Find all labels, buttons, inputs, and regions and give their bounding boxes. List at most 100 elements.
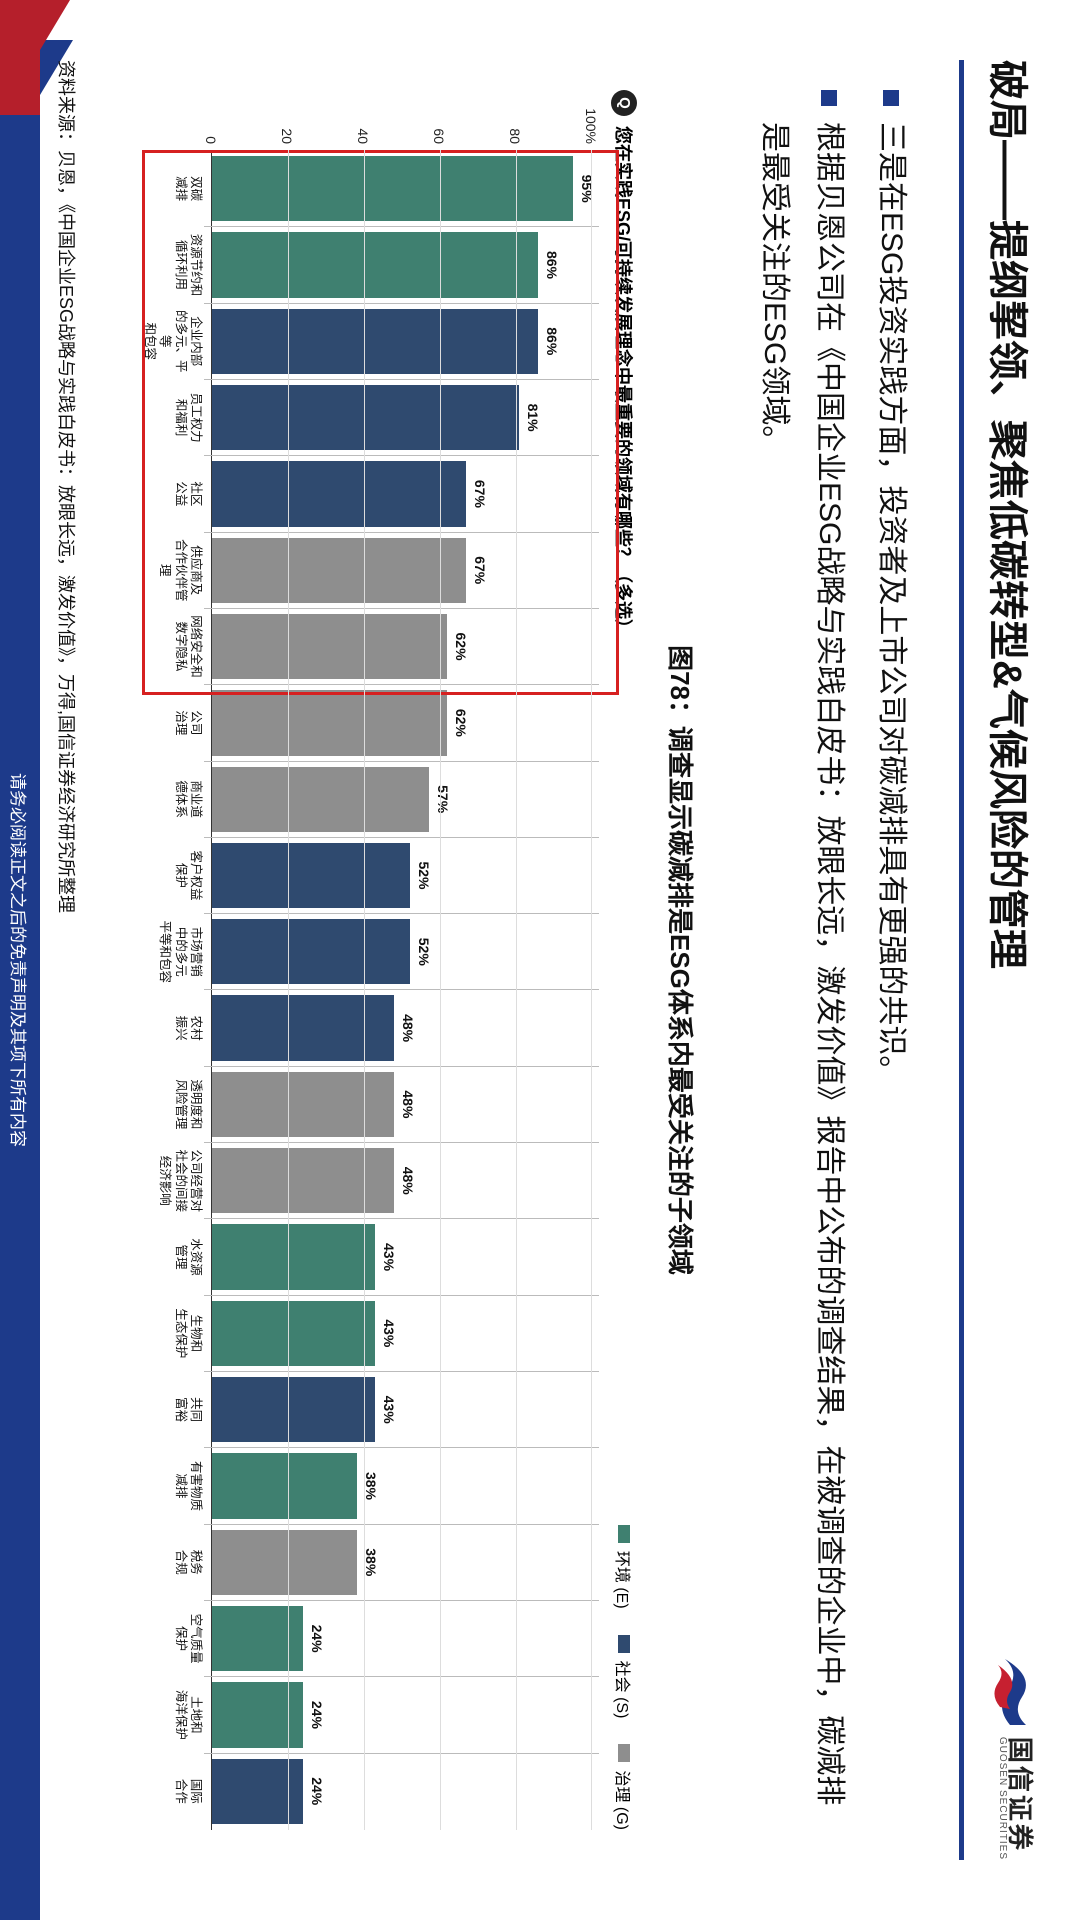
x-label: 生物和生态保护 [141,1301,204,1366]
bar-column: 62% [213,614,592,679]
y-tick: 40 [356,128,372,144]
x-label: 市场营销中的多元平等和包容 [141,919,204,984]
bar-value-label: 67% [472,556,488,584]
bar-separator [205,1371,600,1372]
bar [213,614,448,679]
bar-separator [205,1676,600,1677]
bar-value-label: 86% [544,251,560,279]
legend-swatch [619,1744,631,1762]
bar-column: 24% [213,1759,592,1824]
bar-separator [205,1142,600,1143]
bar [213,995,395,1060]
bar-column: 24% [213,1606,592,1671]
bar-value-label: 62% [453,633,469,661]
bar-separator [205,379,600,380]
footer-bar: 请务必阅读正文之后的免责声明及其项下所有内容 [0,0,40,1920]
bar [213,1148,395,1213]
gridline [516,150,517,1830]
bar-value-label: 57% [435,785,451,813]
logo-en: GUOSEN SECURITIES [997,1737,1007,1860]
bar-column: 38% [213,1530,592,1595]
chart-question-row: Q 您在实践ESG/可持续发展理念中最重要的领域有哪些？（多选） 环境 (E) 社… [592,90,644,1830]
bar-separator [205,1600,600,1601]
x-label: 土地和海洋保护 [141,1682,204,1747]
bar-value-label: 24% [309,1777,325,1805]
bar-column: 95% [213,156,592,221]
bar-column: 24% [213,1682,592,1747]
logo-text: 国信证券 GUOSEN SECURITIES [997,1737,1033,1860]
bar-column: 48% [213,1148,592,1213]
bar [213,767,429,832]
bar-separator [205,837,600,838]
bar-column: 57% [213,767,592,832]
bar-column: 67% [213,461,592,526]
bar-value-label: 67% [472,480,488,508]
bar-value-label: 48% [400,1090,416,1118]
chart-question: Q 您在实践ESG/可持续发展理念中最重要的领域有哪些？（多选） [612,90,638,637]
bar [213,461,467,526]
bullet-text: 根据贝恩公司在《中国企业ESG战略与实践白皮书：放眼长远，激发价值》报告中公布的… [747,122,858,1830]
bullet-marker [822,90,838,106]
bar-separator [205,1066,600,1067]
x-label: 客户权益保护 [141,843,204,908]
bar-value-label: 62% [453,709,469,737]
legend-item: 环境 (E) [613,1525,637,1609]
logo: 国信证券 GUOSEN SECURITIES [990,1657,1040,1860]
bar-column: 67% [213,538,592,603]
x-label: 农村振兴 [141,995,204,1060]
x-label: 资源节约和循环利用 [141,232,204,297]
chart-wrap: Q 您在实践ESG/可持续发展理念中最重要的领域有哪些？（多选） 环境 (E) 社… [141,90,644,1830]
legend-swatch [619,1635,631,1653]
bar-separator [205,1295,600,1296]
bar-value-label: 52% [416,861,432,889]
header-row: 破局——提纲挈领、聚焦低碳转型&气候风险的管理 国信证券 GUOSEN SECU… [972,0,1080,1920]
legend-swatch [619,1525,631,1543]
bar-separator [205,1218,600,1219]
bar-value-label: 24% [309,1701,325,1729]
bar-column: 43% [213,1377,592,1442]
x-label: 商业道德体系 [141,767,204,832]
bar-value-label: 43% [381,1243,397,1271]
chart-area: 020406080100% 95%86%86%81%67%67%62%62%57… [212,90,592,1830]
bar-column: 43% [213,1224,592,1289]
y-tick: 0 [204,136,220,144]
bar-separator [205,1753,600,1754]
y-tick: 60 [432,128,448,144]
bar-column: 48% [213,995,592,1060]
bar-value-label: 81% [526,404,542,432]
x-label: 共同富裕 [141,1377,204,1442]
chart-title: 图78：调查显示碳减排是ESG体系内最受关注的子领域 [664,0,701,1920]
slide: 破局——提纲挈领、聚焦低碳转型&气候风险的管理 国信证券 GUOSEN SECU… [0,0,1080,1920]
legend-item: 社会 (S) [613,1635,637,1719]
source-text: 资料来源：贝恩，《中国企业ESG战略与实践白皮书：放眼长远，激发价值》，万得,国… [54,60,80,913]
plot: 95% 86% 86% 81% 67% 67% 62% 62% 57% 52% 52% 48% 48% 4… [212,150,592,1830]
bar [213,1072,395,1137]
bar-separator [205,303,600,304]
bar-value-label: 52% [416,938,432,966]
bar-column: 86% [213,309,592,374]
bar-column: 38% [213,1453,592,1518]
bar-column: 86% [213,232,592,297]
page-title: 破局——提纲挈领、聚焦低碳转型&气候风险的管理 [982,60,1040,969]
bar [213,385,520,450]
bar-column: 62% [213,690,592,755]
bar-column: 52% [213,843,592,908]
bar-column: 81% [213,385,592,450]
y-tick: 20 [280,128,296,144]
bar [213,690,448,755]
bullet-text: 三是在ESG投资实践方面，投资者及上市公司对碳减排具有更强的共识。 [864,122,920,1085]
bar [213,1301,376,1366]
x-label: 员工权力和福利 [141,385,204,450]
bar [213,1224,376,1289]
bar [213,156,573,221]
x-label: 公司经营对社会的间接经济影响 [141,1148,204,1213]
bullet-marker [883,90,899,106]
bar-separator [205,1447,600,1448]
logo-cn: 国信证券 [1007,1737,1033,1860]
bar-column: 48% [213,1072,592,1137]
x-label: 国际合作 [141,1759,204,1824]
gridline [592,150,593,1830]
x-label: 空气质量保护 [141,1606,204,1671]
bar [213,232,539,297]
bar-value-label: 43% [381,1319,397,1347]
